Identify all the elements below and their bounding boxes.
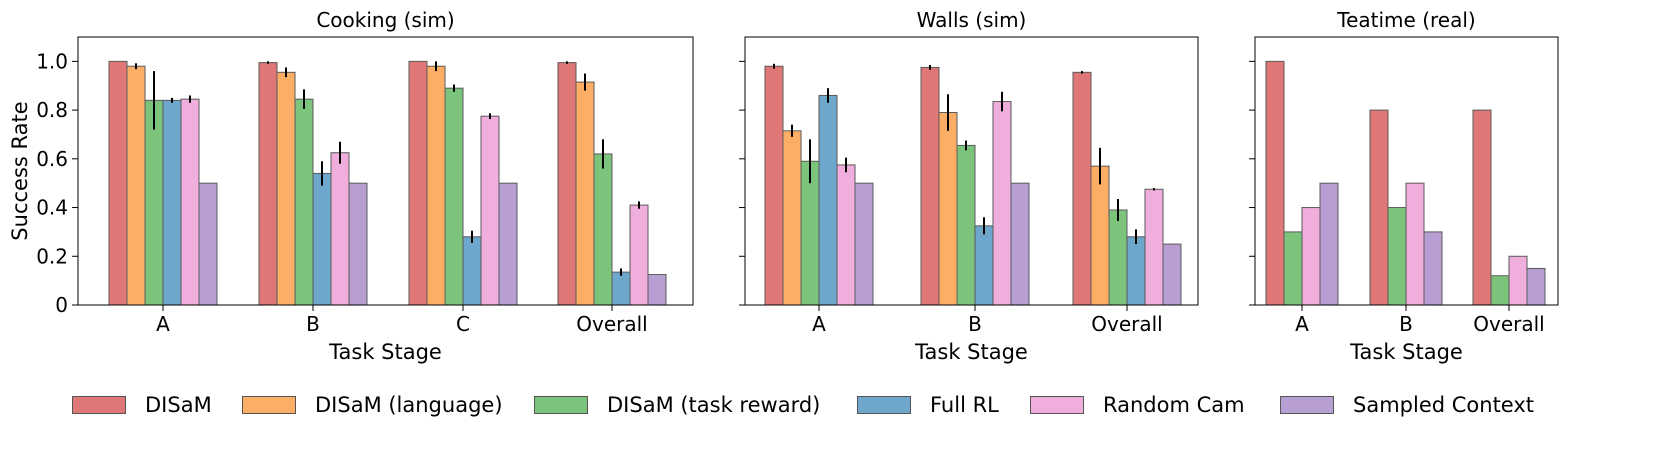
bar-cooking-sim-overall-sampled-context [647, 274, 667, 306]
legend-label-disam-task-reward: DISaM (task reward) [607, 393, 821, 417]
bar-teatime-real-a-disam [1265, 60, 1285, 306]
legend-swatch-full-rl [857, 396, 911, 414]
bar-walls-sim-b-full-rl [974, 225, 994, 306]
axes-frame-walls-sim [744, 36, 1199, 306]
panel-title-teatime-real: Teatime (real) [1336, 8, 1475, 32]
legend-label-disam: DISaM [145, 393, 212, 417]
bar-teatime-real-b-disam [1369, 109, 1389, 306]
bar-walls-sim-a-disam [764, 65, 784, 306]
bar-cooking-sim-b-random-cam [330, 152, 350, 306]
legend: DISaM DISaM (language) DISaM (task rewar… [0, 380, 1660, 430]
x-tick-label-cooking-sim-overall: Overall [576, 312, 647, 336]
bar-teatime-real-overall-disam-task-reward [1490, 275, 1510, 306]
bar-walls-sim-a-disam-language [782, 130, 802, 306]
bar-cooking-sim-overall-disam-task-reward [593, 153, 613, 306]
x-tick-label-cooking-sim-b: B [306, 312, 320, 336]
legend-item-disam-task-reward: DISaM (task reward) [534, 390, 820, 420]
bar-cooking-sim-c-full-rl [462, 236, 482, 306]
axes-frame-cooking-sim [77, 36, 694, 306]
y-tick-label-5: 1.0 [36, 49, 68, 73]
bar-cooking-sim-b-full-rl [312, 172, 332, 306]
legend-item-full-rl: Full RL [857, 390, 999, 420]
legend-item-sampled-context: Sampled Context [1280, 390, 1534, 420]
bar-walls-sim-overall-random-cam [1144, 188, 1164, 306]
x-tick-label-walls-sim-b: B [968, 312, 982, 336]
axes-frame-teatime-real [1254, 36, 1559, 306]
bar-teatime-real-b-random-cam [1405, 182, 1425, 306]
legend-label-disam-language: DISaM (language) [315, 393, 503, 417]
bar-teatime-real-a-disam-task-reward [1283, 231, 1303, 306]
bar-walls-sim-overall-sampled-context [1162, 243, 1182, 306]
bar-cooking-sim-b-sampled-context [348, 182, 368, 306]
bar-walls-sim-a-full-rl [818, 94, 838, 306]
legend-label-random-cam: Random Cam [1103, 393, 1245, 417]
bar-cooking-sim-a-disam [108, 60, 128, 306]
legend-swatch-disam-language [242, 396, 296, 414]
legend-swatch-sampled-context [1280, 396, 1334, 414]
bar-cooking-sim-c-sampled-context [498, 182, 518, 306]
x-tick-label-walls-sim-overall: Overall [1091, 312, 1162, 336]
legend-item-random-cam: Random Cam [1030, 390, 1245, 420]
bar-teatime-real-b-sampled-context [1423, 231, 1443, 306]
bar-cooking-sim-a-full-rl [162, 99, 182, 306]
x-axis-label-teatime-real: Task Stage [1349, 340, 1463, 364]
bar-walls-sim-overall-disam-task-reward [1108, 209, 1128, 306]
bar-walls-sim-overall-disam [1072, 71, 1092, 306]
bar-cooking-sim-c-disam-language [426, 65, 446, 306]
bar-teatime-real-a-sampled-context [1319, 182, 1339, 306]
bar-cooking-sim-a-disam-task-reward [144, 99, 164, 306]
legend-item-disam: DISaM [72, 390, 212, 420]
bar-teatime-real-overall-sampled-context [1526, 267, 1546, 306]
bar-cooking-sim-c-disam [408, 60, 428, 306]
bar-cooking-sim-b-disam-task-reward [294, 98, 314, 306]
bar-cooking-sim-b-disam [258, 62, 278, 306]
panel-title-cooking-sim: Cooking (sim) [316, 8, 454, 32]
bar-walls-sim-a-random-cam [836, 164, 856, 306]
legend-swatch-random-cam [1030, 396, 1084, 414]
bar-cooking-sim-overall-disam-language [575, 81, 595, 306]
y-tick-label-4: 0.8 [36, 98, 68, 122]
x-axis-label-walls-sim: Task Stage [914, 340, 1028, 364]
bar-walls-sim-b-disam [920, 66, 940, 306]
y-tick-label-3: 0.6 [36, 147, 68, 171]
legend-swatch-disam [72, 396, 126, 414]
bar-cooking-sim-a-random-cam [180, 98, 200, 306]
bar-cooking-sim-overall-disam [557, 62, 577, 306]
x-tick-label-teatime-real-b: B [1399, 312, 1413, 336]
bar-walls-sim-overall-disam-language [1090, 165, 1110, 306]
bar-walls-sim-b-disam-language [938, 112, 958, 306]
x-tick-label-walls-sim-a: A [812, 312, 826, 336]
x-tick-label-cooking-sim-c: C [456, 312, 470, 336]
x-tick-label-teatime-real-a: A [1295, 312, 1309, 336]
legend-label-sampled-context: Sampled Context [1353, 393, 1535, 417]
bar-teatime-real-b-disam-task-reward [1387, 207, 1407, 306]
x-tick-label-teatime-real-overall: Overall [1473, 312, 1544, 336]
legend-label-full-rl: Full RL [930, 393, 999, 417]
bar-teatime-real-overall-random-cam [1508, 255, 1528, 306]
bar-walls-sim-a-sampled-context [854, 182, 874, 306]
y-axis-label: Success Rate [8, 101, 32, 240]
bar-cooking-sim-a-disam-language [126, 65, 146, 306]
x-tick-label-cooking-sim-a: A [156, 312, 170, 336]
bar-cooking-sim-a-sampled-context [198, 182, 218, 306]
y-tick-label-0: 0 [55, 293, 68, 317]
bar-walls-sim-overall-full-rl [1126, 236, 1146, 306]
legend-item-disam-language: DISaM (language) [242, 390, 503, 420]
bar-teatime-real-a-random-cam [1301, 207, 1321, 306]
y-tick-label-1: 0.2 [36, 244, 68, 268]
legend-swatch-disam-task-reward [534, 396, 588, 414]
y-tick-label-2: 0.4 [36, 196, 68, 220]
bar-cooking-sim-c-random-cam [480, 115, 500, 306]
bar-cooking-sim-c-disam-task-reward [444, 87, 464, 306]
bar-teatime-real-overall-disam [1472, 109, 1492, 306]
bar-cooking-sim-b-disam-language [276, 71, 296, 306]
bar-walls-sim-b-disam-task-reward [956, 144, 976, 306]
bar-cooking-sim-overall-random-cam [629, 204, 649, 306]
x-axis-label-cooking-sim: Task Stage [328, 340, 442, 364]
panel-title-walls-sim: Walls (sim) [917, 8, 1027, 32]
bar-walls-sim-b-random-cam [992, 101, 1012, 306]
bar-cooking-sim-overall-full-rl [611, 271, 631, 306]
bar-walls-sim-b-sampled-context [1010, 182, 1030, 306]
